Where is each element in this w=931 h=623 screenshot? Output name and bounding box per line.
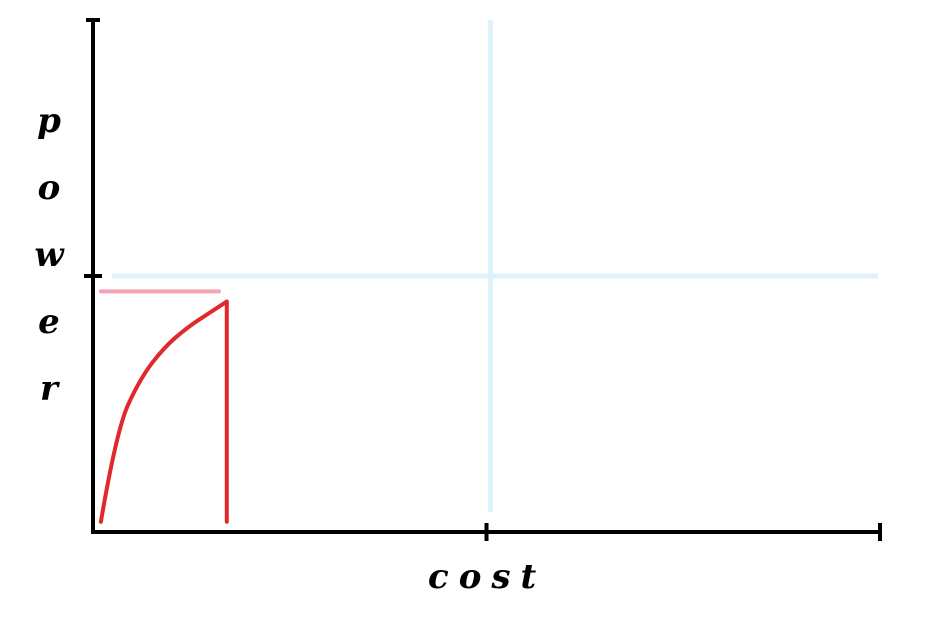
reference-lines bbox=[112, 20, 878, 512]
y-axis-label-letter: o bbox=[37, 168, 61, 208]
x-axis-label: cost bbox=[428, 557, 547, 597]
y-axis-label-letter: w bbox=[34, 235, 64, 275]
series-marks bbox=[98, 289, 229, 524]
y-axis-label-letter: p bbox=[37, 101, 61, 141]
series-curve bbox=[98, 299, 229, 524]
y-axis-label-letter: r bbox=[40, 369, 58, 409]
axes bbox=[84, 18, 882, 541]
y-axis-label-letter: e bbox=[38, 302, 60, 342]
